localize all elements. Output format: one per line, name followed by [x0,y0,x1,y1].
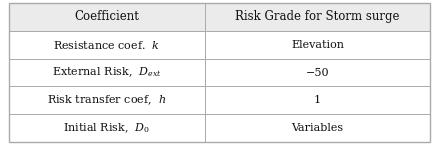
Bar [9,86,204,114]
Bar [9,31,204,59]
Text: Coefficient: Coefficient [74,10,139,23]
Bar [204,31,429,59]
Bar [204,59,429,86]
Bar [9,114,204,142]
Text: Variables: Variables [291,123,343,133]
Text: Resistance coef.  $k$: Resistance coef. $k$ [53,39,160,51]
Bar [204,114,429,142]
Bar [9,3,204,31]
Bar [9,59,204,86]
Text: Risk Grade for Storm surge: Risk Grade for Storm surge [235,10,399,23]
Text: Risk transfer coef,  $h$: Risk transfer coef, $h$ [47,94,166,107]
Bar [204,86,429,114]
Text: Initial Risk,  $D_{0}$: Initial Risk, $D_{0}$ [63,121,150,135]
Text: Elevation: Elevation [290,40,343,50]
Text: −50: −50 [305,68,328,77]
Text: External Risk,  $D_{ext}$: External Risk, $D_{ext}$ [52,66,161,79]
Text: 1: 1 [313,95,320,105]
Bar [204,3,429,31]
